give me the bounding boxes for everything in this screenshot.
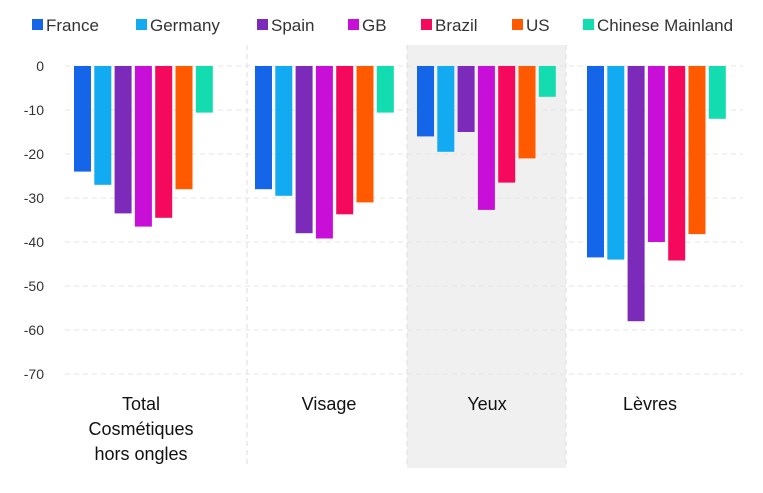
y-tick-label: 0 bbox=[36, 58, 44, 74]
bar-us bbox=[356, 66, 374, 203]
legend-swatch-brazil bbox=[421, 19, 432, 30]
category-label: Yeux bbox=[467, 394, 506, 414]
y-tick-label: -50 bbox=[24, 278, 44, 294]
bar-france bbox=[587, 66, 604, 258]
y-tick-label: -70 bbox=[24, 366, 44, 382]
legend-label: GB bbox=[362, 16, 387, 35]
category-label-line: Visage bbox=[302, 394, 357, 414]
bar-germany bbox=[607, 66, 625, 260]
bar-us bbox=[688, 66, 706, 235]
bar-us bbox=[518, 66, 536, 159]
bar-brazil bbox=[498, 66, 516, 183]
legend-swatch-gb bbox=[348, 19, 359, 30]
category-label: Visage bbox=[302, 394, 357, 414]
x-axis-categories: Total Cosmétiques hors ongles Visage Yeux Lèv… bbox=[88, 394, 677, 464]
legend-label: France bbox=[46, 16, 99, 35]
bar-brazil bbox=[668, 66, 686, 261]
category-label: Total Cosmétiques hors ongles bbox=[88, 394, 193, 464]
bar-spain bbox=[114, 66, 132, 214]
legend-label: Spain bbox=[271, 16, 314, 35]
bar-gb bbox=[134, 66, 152, 227]
bar-us bbox=[175, 66, 193, 190]
bar-spain bbox=[457, 66, 475, 132]
bar-germany bbox=[94, 66, 112, 185]
legend-label: US bbox=[526, 16, 550, 35]
y-tick-label: -60 bbox=[24, 322, 44, 338]
bar-chinese-mainland bbox=[538, 66, 556, 97]
bar-france bbox=[255, 66, 272, 190]
y-tick-label: -20 bbox=[24, 146, 44, 162]
legend-swatch-germany bbox=[136, 19, 147, 30]
bar-brazil bbox=[336, 66, 354, 215]
legend-swatch-us bbox=[512, 19, 523, 30]
bar-spain bbox=[627, 66, 645, 322]
bar-spain bbox=[295, 66, 313, 234]
bars bbox=[74, 66, 726, 322]
legend-swatch-chinese-mainland bbox=[583, 19, 594, 30]
y-tick-label: -40 bbox=[24, 234, 44, 250]
bar-chinese-mainland bbox=[195, 66, 213, 113]
legend-label: Chinese Mainland bbox=[597, 16, 733, 35]
y-axis: 0 -10 -20 -30 -40 -50 -60 -70 bbox=[24, 58, 44, 382]
category-label-line: Total bbox=[122, 394, 160, 414]
bar-germany bbox=[275, 66, 293, 196]
legend-label: Brazil bbox=[435, 16, 478, 35]
bar-gb bbox=[477, 66, 495, 210]
bar-france bbox=[417, 66, 434, 137]
legend-label: Germany bbox=[150, 16, 220, 35]
y-tick-label: -10 bbox=[24, 102, 44, 118]
bar-france bbox=[74, 66, 91, 172]
bar-chinese-mainland bbox=[708, 66, 726, 119]
bar-brazil bbox=[155, 66, 173, 218]
legend-swatch-spain bbox=[257, 19, 268, 30]
category-label-line: hors ongles bbox=[94, 444, 187, 464]
bar-chinese-mainland bbox=[376, 66, 394, 113]
category-label-line: Lèvres bbox=[623, 394, 677, 414]
bar-gb bbox=[647, 66, 665, 242]
category-label-line: Cosmétiques bbox=[88, 419, 193, 439]
category-label-line: Yeux bbox=[467, 394, 506, 414]
legend-swatch-france bbox=[32, 19, 43, 30]
y-tick-label: -30 bbox=[24, 190, 44, 206]
bar-gb bbox=[315, 66, 333, 239]
category-label: Lèvres bbox=[623, 394, 677, 414]
legend: France Germany Spain GB Brazil US Chinese Main… bbox=[32, 16, 733, 35]
bar-germany bbox=[437, 66, 455, 152]
